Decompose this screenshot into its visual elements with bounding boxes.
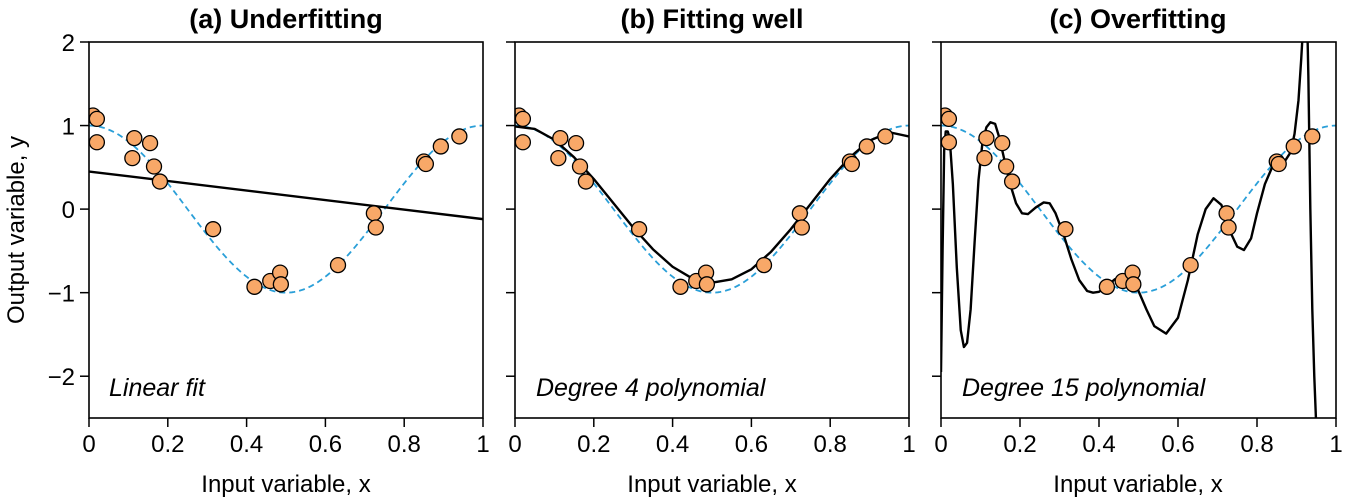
data-point — [151, 173, 169, 190]
data-point — [577, 173, 595, 190]
panel-title: (c) Overfitting — [1049, 4, 1226, 34]
data-point — [246, 278, 263, 295]
data-point — [1098, 278, 1116, 295]
x-tick-label: 0.8 — [1240, 431, 1273, 458]
data-point — [417, 155, 435, 173]
data-point — [89, 110, 106, 128]
data-point — [1285, 138, 1302, 155]
x-axis: 0 0.2 0.4 0.6 0.8 1 — [82, 418, 490, 458]
data-point — [941, 110, 958, 128]
fit-annotation: Degree 15 polynomial — [962, 374, 1207, 402]
data-point — [515, 110, 532, 128]
data-point — [1003, 173, 1021, 190]
data-point — [124, 149, 141, 167]
fit-annotation: Degree 4 polynomial — [536, 374, 767, 402]
x-tick-label: 1 — [1329, 431, 1342, 458]
data-point — [432, 138, 449, 155]
fit-line — [941, 42, 1318, 418]
fit-annotation: Linear fit — [109, 374, 206, 402]
data-point — [1182, 256, 1199, 274]
data-point — [877, 128, 894, 145]
y-tick-label: 1 — [62, 114, 75, 141]
data-point — [329, 256, 347, 274]
y-tick-label: −2 — [48, 364, 75, 391]
plot-area — [515, 107, 909, 295]
data-point — [204, 221, 222, 238]
x-tick-label: 0.8 — [388, 431, 421, 458]
data-point — [843, 155, 861, 173]
data-point — [89, 134, 106, 151]
data-point — [126, 129, 143, 147]
data-point — [141, 134, 159, 152]
data-point — [515, 134, 532, 151]
data-point — [571, 158, 589, 175]
x-tick-label: 0.4 — [1082, 431, 1115, 458]
x-tick-label: 0.2 — [151, 431, 184, 458]
data-point — [1220, 219, 1237, 236]
data-point — [550, 149, 567, 167]
data-point — [1125, 276, 1142, 293]
x-axis: 0 0.2 0.4 0.6 0.8 1 — [508, 418, 916, 458]
x-axis-label: Input variable, x — [1053, 471, 1222, 498]
x-tick-label: 1 — [902, 431, 915, 458]
plot-area — [941, 42, 1336, 418]
y-axis — [506, 41, 515, 377]
data-point — [672, 278, 689, 295]
panel-title: (a) Underfitting — [189, 4, 382, 34]
y-tick-label: −1 — [48, 281, 75, 308]
data-point — [1304, 128, 1321, 145]
x-tick-label: 0.2 — [577, 431, 610, 458]
data-point — [791, 205, 809, 222]
data-point — [567, 134, 585, 152]
plot-area — [89, 107, 483, 295]
data-point — [552, 129, 569, 147]
x-tick-label: 0.6 — [1161, 431, 1194, 458]
x-axis-label: Input variable, x — [201, 471, 370, 498]
x-tick-label: 0 — [508, 431, 521, 458]
axes-frame — [514, 41, 910, 419]
data-point — [941, 134, 958, 151]
x-tick-label: 0 — [934, 431, 947, 458]
data-point — [365, 205, 383, 222]
x-tick-label: 0.2 — [1003, 431, 1036, 458]
x-axis: 0 0.2 0.4 0.6 0.8 1 — [934, 418, 1343, 458]
panel-overfitting: (c) Overfitting 0 0.2 0.4 0.6 0.8 1 Degree 15… — [932, 4, 1343, 498]
data-point — [272, 276, 290, 293]
x-tick-label: 0.6 — [309, 431, 342, 458]
data-point — [793, 219, 810, 236]
y-axis: −2 −1 0 1 2 — [48, 30, 89, 391]
panel-underfitting: (a) Underfitting 0 0.2 0.4 0.6 0.8 1 −2−1012 … — [3, 4, 490, 498]
data-point — [978, 129, 995, 147]
data-point — [1270, 155, 1287, 173]
data-point — [998, 158, 1015, 175]
data-point — [145, 158, 163, 175]
y-tick-label: 0 — [62, 197, 75, 224]
data-point — [1057, 221, 1074, 238]
axes-frame — [940, 41, 1337, 419]
data-point — [451, 128, 468, 145]
panel-title: (b) Fitting well — [621, 4, 804, 34]
y-axis-label: Output variable, y — [3, 136, 30, 324]
data-point — [858, 138, 875, 155]
data-point — [367, 219, 384, 236]
data-point — [755, 256, 773, 274]
axes-frame — [88, 41, 484, 419]
x-tick-label: 0.4 — [230, 431, 263, 458]
fit-line — [89, 170, 483, 221]
x-tick-label: 0.4 — [656, 431, 689, 458]
x-tick-label: 0.6 — [735, 431, 768, 458]
y-axis — [932, 41, 941, 377]
data-point — [994, 134, 1011, 152]
panel-fitting-well: (b) Fitting well 0 0.2 0.4 0.6 0.8 1 Degree 4… — [506, 4, 916, 498]
data-point — [1218, 205, 1235, 222]
x-tick-label: 1 — [476, 431, 489, 458]
x-tick-label: 0 — [82, 431, 95, 458]
data-point — [630, 221, 648, 238]
x-axis-label: Input variable, x — [627, 471, 796, 498]
data-point — [976, 149, 993, 167]
y-tick-label: 2 — [62, 30, 75, 57]
data-point — [698, 276, 716, 293]
x-tick-label: 0.8 — [814, 431, 847, 458]
